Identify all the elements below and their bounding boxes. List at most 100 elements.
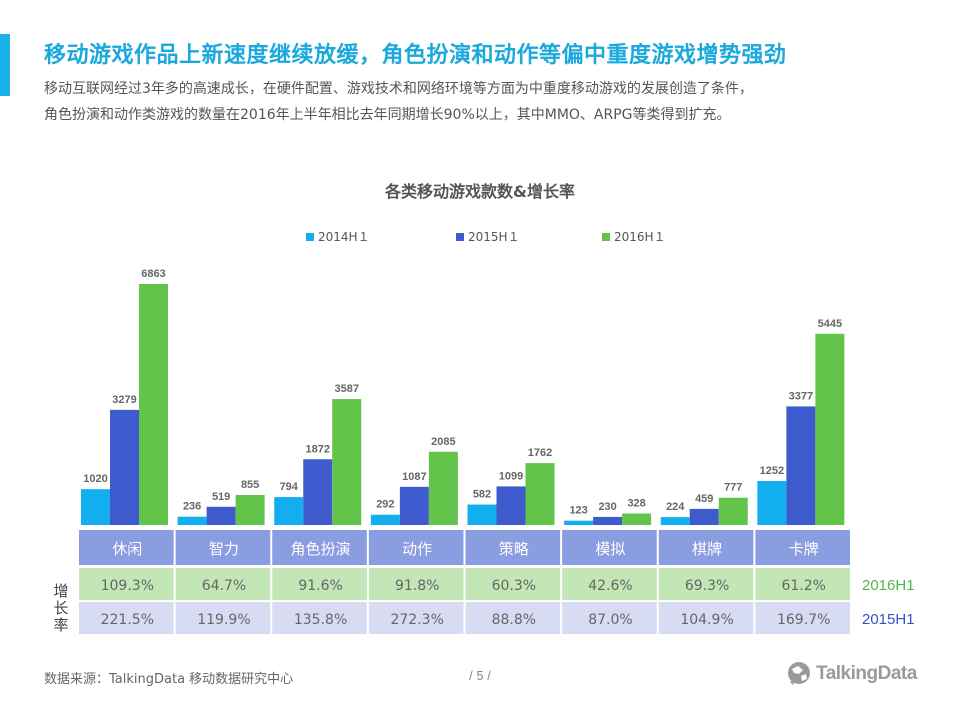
data-label-2-2: 3587 bbox=[335, 383, 359, 395]
growth-value-0-4: 60.3% bbox=[492, 578, 536, 594]
growth-value-1-6: 104.9% bbox=[680, 612, 733, 628]
data-label-1-1: 519 bbox=[212, 491, 230, 503]
data-label-1-2: 855 bbox=[241, 479, 259, 491]
bar-5-0 bbox=[564, 520, 594, 525]
data-label-6-0: 224 bbox=[666, 501, 685, 513]
growth-cell-0-1 bbox=[175, 568, 271, 600]
logo-text: TalkingData bbox=[816, 663, 917, 684]
page-description: 移动互联网经过3年多的高速成长，在硬件配置、游戏技术和网络环境等方面为中重度移动… bbox=[44, 76, 924, 128]
growth-cell-1-3 bbox=[368, 602, 464, 634]
growth-cell-0-2 bbox=[272, 568, 367, 600]
bar-7-1 bbox=[786, 406, 816, 525]
bar-3-0 bbox=[370, 514, 400, 525]
growth-value-1-3: 272.3% bbox=[390, 612, 443, 628]
bar-0-2 bbox=[139, 284, 168, 525]
data-label-2-0: 794 bbox=[280, 481, 299, 493]
growth-cell-0-7 bbox=[755, 568, 850, 600]
data-label-5-2: 328 bbox=[627, 497, 645, 509]
category-cell-7 bbox=[755, 530, 850, 565]
title-accent-bar bbox=[0, 34, 10, 96]
data-label-5-1: 230 bbox=[598, 501, 616, 513]
growth-axis-label-char-1: 长 bbox=[53, 599, 68, 617]
growth-value-0-6: 69.3% bbox=[685, 578, 729, 594]
growth-value-1-7: 169.7% bbox=[777, 612, 830, 628]
page-title: 移动游戏作品上新速度继续放缓，角色扮演和动作等偏中重度游戏增势强劲 bbox=[44, 43, 787, 68]
growth-value-1-5: 87.0% bbox=[588, 612, 632, 628]
growth-cell-1-6 bbox=[658, 602, 754, 634]
data-label-4-2: 1762 bbox=[528, 447, 552, 459]
category-label-3: 动作 bbox=[402, 540, 432, 558]
bar-5-1 bbox=[593, 516, 623, 525]
bar-0-1 bbox=[110, 409, 139, 525]
bar-3-2 bbox=[428, 451, 458, 525]
bar-2-1 bbox=[303, 459, 333, 525]
legend-label-1: 2015H１ bbox=[468, 230, 520, 244]
legend-swatch-2 bbox=[602, 233, 610, 241]
growth-axis-label-char-2: 率 bbox=[53, 616, 68, 634]
data-label-3-1: 1087 bbox=[402, 471, 426, 483]
bar-4-1 bbox=[496, 486, 526, 525]
category-label-5: 模拟 bbox=[595, 540, 625, 558]
description-line-2: 角色扮演和动作类游戏的数量在2016年上半年相比去年同期增长90%以上，其中MM… bbox=[44, 107, 731, 123]
data-label-5-0: 123 bbox=[569, 505, 587, 517]
category-cell-6 bbox=[658, 530, 754, 565]
data-label-0-0: 1020 bbox=[83, 473, 107, 485]
data-label-0-1: 3279 bbox=[112, 394, 136, 406]
legend-swatch-0 bbox=[306, 233, 314, 241]
bar-2-0 bbox=[274, 497, 304, 525]
category-label-2: 角色扮演 bbox=[291, 540, 351, 558]
growth-cell-0-5 bbox=[562, 568, 657, 600]
data-label-2-1: 1872 bbox=[306, 443, 330, 455]
data-label-3-0: 292 bbox=[376, 499, 394, 511]
growth-value-1-0: 221.5% bbox=[101, 612, 154, 628]
growth-cell-1-5 bbox=[562, 602, 657, 634]
bar-7-0 bbox=[757, 481, 787, 525]
description-line-1: 移动互联网经过3年多的高速成长，在硬件配置、游戏技术和网络环境等方面为中重度移动… bbox=[44, 81, 753, 97]
data-label-6-1: 459 bbox=[695, 493, 713, 505]
growth-row-label-1: 2015H1 bbox=[862, 611, 915, 628]
growth-value-0-3: 91.8% bbox=[395, 578, 439, 594]
category-label-4: 策略 bbox=[499, 540, 529, 558]
legend-swatch-1 bbox=[456, 233, 464, 241]
category-cell-0 bbox=[79, 530, 174, 565]
growth-cell-0-6 bbox=[658, 568, 754, 600]
growth-cell-0-0 bbox=[79, 568, 174, 600]
data-label-7-0: 1252 bbox=[760, 465, 784, 477]
category-label-7: 卡牌 bbox=[789, 540, 819, 558]
growth-row-label-0: 2016H1 bbox=[862, 577, 915, 594]
growth-value-1-4: 88.8% bbox=[492, 612, 536, 628]
category-cell-3 bbox=[368, 530, 464, 565]
bar-4-2 bbox=[525, 463, 555, 525]
data-label-7-1: 3377 bbox=[789, 390, 813, 402]
growth-cell-1-0 bbox=[79, 602, 174, 634]
bar-7-2 bbox=[815, 333, 845, 525]
data-label-6-2: 777 bbox=[724, 482, 742, 494]
growth-value-0-2: 91.6% bbox=[298, 578, 342, 594]
chart-title: 各类移动游戏款数&增长率 bbox=[385, 182, 575, 201]
growth-cell-1-1 bbox=[175, 602, 271, 634]
data-label-4-0: 582 bbox=[473, 489, 491, 501]
category-label-6: 棋牌 bbox=[692, 540, 722, 558]
growth-value-0-1: 64.7% bbox=[202, 578, 246, 594]
category-label-1: 智力 bbox=[209, 540, 239, 558]
bar-3-1 bbox=[399, 486, 429, 525]
bar-6-1 bbox=[689, 508, 719, 525]
category-cell-4 bbox=[465, 530, 561, 565]
growth-cell-1-2 bbox=[272, 602, 367, 634]
category-label-0: 休闲 bbox=[112, 540, 142, 558]
category-cell-5 bbox=[562, 530, 657, 565]
growth-cell-1-7 bbox=[755, 602, 850, 634]
growth-value-0-7: 61.2% bbox=[781, 578, 825, 594]
growth-value-0-0: 109.3% bbox=[101, 578, 154, 594]
data-label-1-0: 236 bbox=[183, 501, 201, 513]
bar-1-0 bbox=[177, 516, 207, 525]
data-label-7-2: 5445 bbox=[818, 318, 842, 330]
category-cell-1 bbox=[175, 530, 271, 565]
legend-label-0: 2014H１ bbox=[318, 230, 370, 244]
growth-value-0-5: 42.6% bbox=[588, 578, 632, 594]
legend-label-2: 2016H１ bbox=[614, 230, 666, 244]
data-source: 数据来源：TalkingData 移动数据研究中心 bbox=[44, 672, 294, 687]
page-number: / 5 / bbox=[469, 668, 491, 683]
bar-6-0 bbox=[660, 517, 690, 525]
